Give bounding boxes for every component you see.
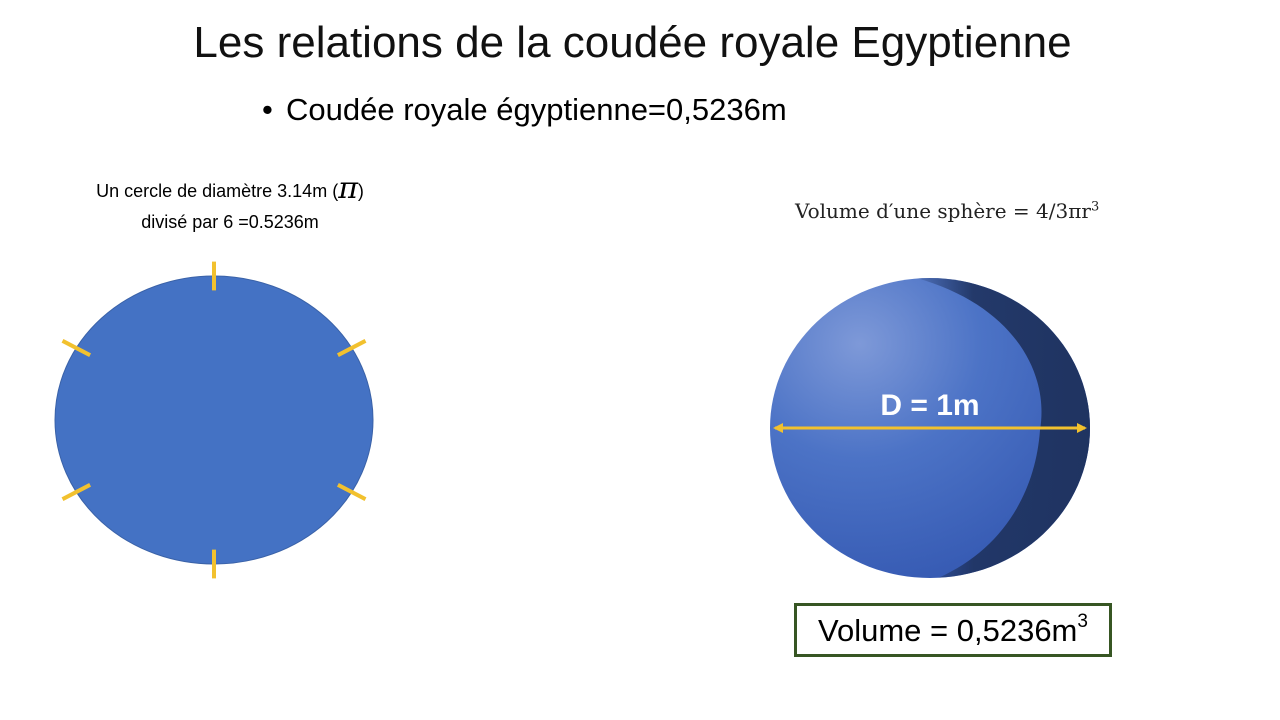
sphere-volume-formula: Volume d′une sphère = 4/3πr3 (795, 199, 1099, 223)
divided-circle (54, 261, 374, 579)
formula-exponent: 3 (1090, 199, 1100, 215)
circle-shape (54, 275, 374, 565)
circle-tick (336, 483, 367, 501)
caption-line-1: Un cercle de diamètre 3.14m (π) (60, 174, 400, 207)
circle-tick (61, 483, 92, 501)
caption-line-2: divisé par 6 =0.5236m (141, 212, 319, 232)
circle-tick (336, 339, 367, 357)
slide-title: Les relations de la coudée royale Egypti… (193, 18, 1072, 67)
sphere: D = 1m (770, 278, 1090, 578)
caption-text: Un cercle de diamètre 3.14m ( (96, 181, 339, 201)
circle-caption: Un cercle de diamètre 3.14m (π) divisé p… (60, 174, 400, 238)
circle-ticks (61, 261, 367, 579)
formula-text: Volume d′une sphère = 4/3πr (795, 199, 1091, 223)
sphere-shadow (905, 278, 1090, 578)
volume-result-box: Volume = 0,5236m3 (794, 603, 1112, 657)
bullet-dot: • (262, 92, 273, 127)
bullet-text: Coudée royale égyptienne=0,5236m (286, 92, 787, 127)
volume-result-exponent: 3 (1077, 611, 1088, 632)
caption-close-paren: ) (357, 181, 364, 201)
circle-tick (61, 339, 92, 357)
bullet-item: • Coudée royale égyptienne=0,5236m (262, 92, 787, 128)
pi-symbol: π (338, 171, 358, 206)
diameter-label: D = 1m (880, 389, 979, 422)
volume-result-text: Volume = 0,5236m (818, 613, 1078, 648)
